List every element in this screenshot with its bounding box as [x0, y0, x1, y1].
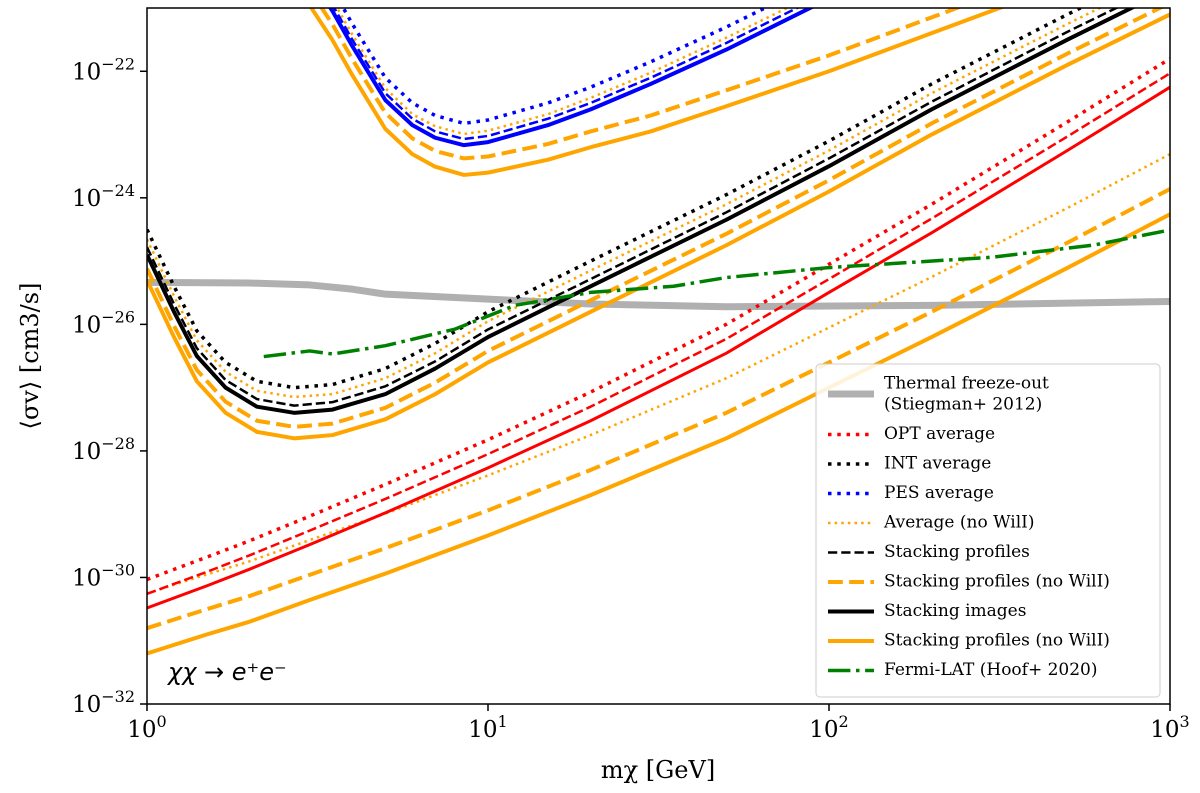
x-tick-label: 103 [1150, 712, 1189, 743]
series-line [147, 8, 1165, 429]
series-line [147, 278, 1170, 311]
series-line [319, 8, 963, 161]
legend-label: (Stiegman+ 2012) [884, 395, 1042, 415]
series-line [147, 72, 1170, 596]
y-tick-label: 10−30 [72, 560, 135, 591]
series-line [332, 8, 800, 141]
y-tick-label: 10−32 [72, 687, 135, 718]
x-tick-label: 102 [809, 712, 848, 743]
legend-label: Thermal freeze-out [884, 374, 1049, 394]
series-line [328, 8, 815, 148]
legend-label: Stacking profiles (no WilI) [884, 631, 1110, 651]
x-tick-label: 101 [468, 712, 507, 743]
series-line [147, 8, 1103, 399]
annotation: χχ → e⁺e⁻ [166, 658, 287, 686]
series-line [147, 8, 1120, 407]
legend-label: Fermi-LAT (Hoof+ 2020) [884, 660, 1098, 680]
legend-label: Average (no WilI) [883, 513, 1034, 533]
plot-frame [146, 7, 1171, 705]
series-line [147, 85, 1170, 610]
legend-label: INT average [884, 454, 991, 474]
legend-label: PES average [884, 483, 994, 503]
x-axis-label: mχ [GeV] [601, 756, 715, 784]
series-line [309, 8, 1006, 177]
series-line [263, 228, 1170, 359]
series-line [147, 187, 1170, 631]
y-tick-label: 10−26 [72, 307, 135, 338]
series-line [147, 212, 1170, 656]
legend-label: OPT average [884, 424, 995, 444]
y-tick-label: 10−28 [72, 434, 135, 465]
x-tick-label: 100 [127, 712, 166, 743]
plot-area [147, 8, 1170, 656]
y-tick-label: 10−22 [72, 54, 135, 85]
series-line [147, 8, 1136, 415]
legend-label: Stacking images [884, 601, 1026, 621]
series-line [335, 8, 791, 136]
legend-label: Stacking profiles (no WilI) [884, 572, 1110, 592]
series-line [147, 8, 1085, 390]
y-tick-label: 10−24 [72, 181, 135, 212]
legend: Thermal freeze-out(Stiegman+ 2012) OPT av… [815, 363, 1161, 698]
series-line [147, 153, 1170, 595]
series-line [147, 12, 1170, 441]
series-line [147, 57, 1170, 582]
legend-box [815, 363, 1161, 698]
y-axis-label: ⟨σv⟩ [cm3/s] [16, 283, 44, 430]
legend-label: Stacking profiles [884, 542, 1030, 562]
